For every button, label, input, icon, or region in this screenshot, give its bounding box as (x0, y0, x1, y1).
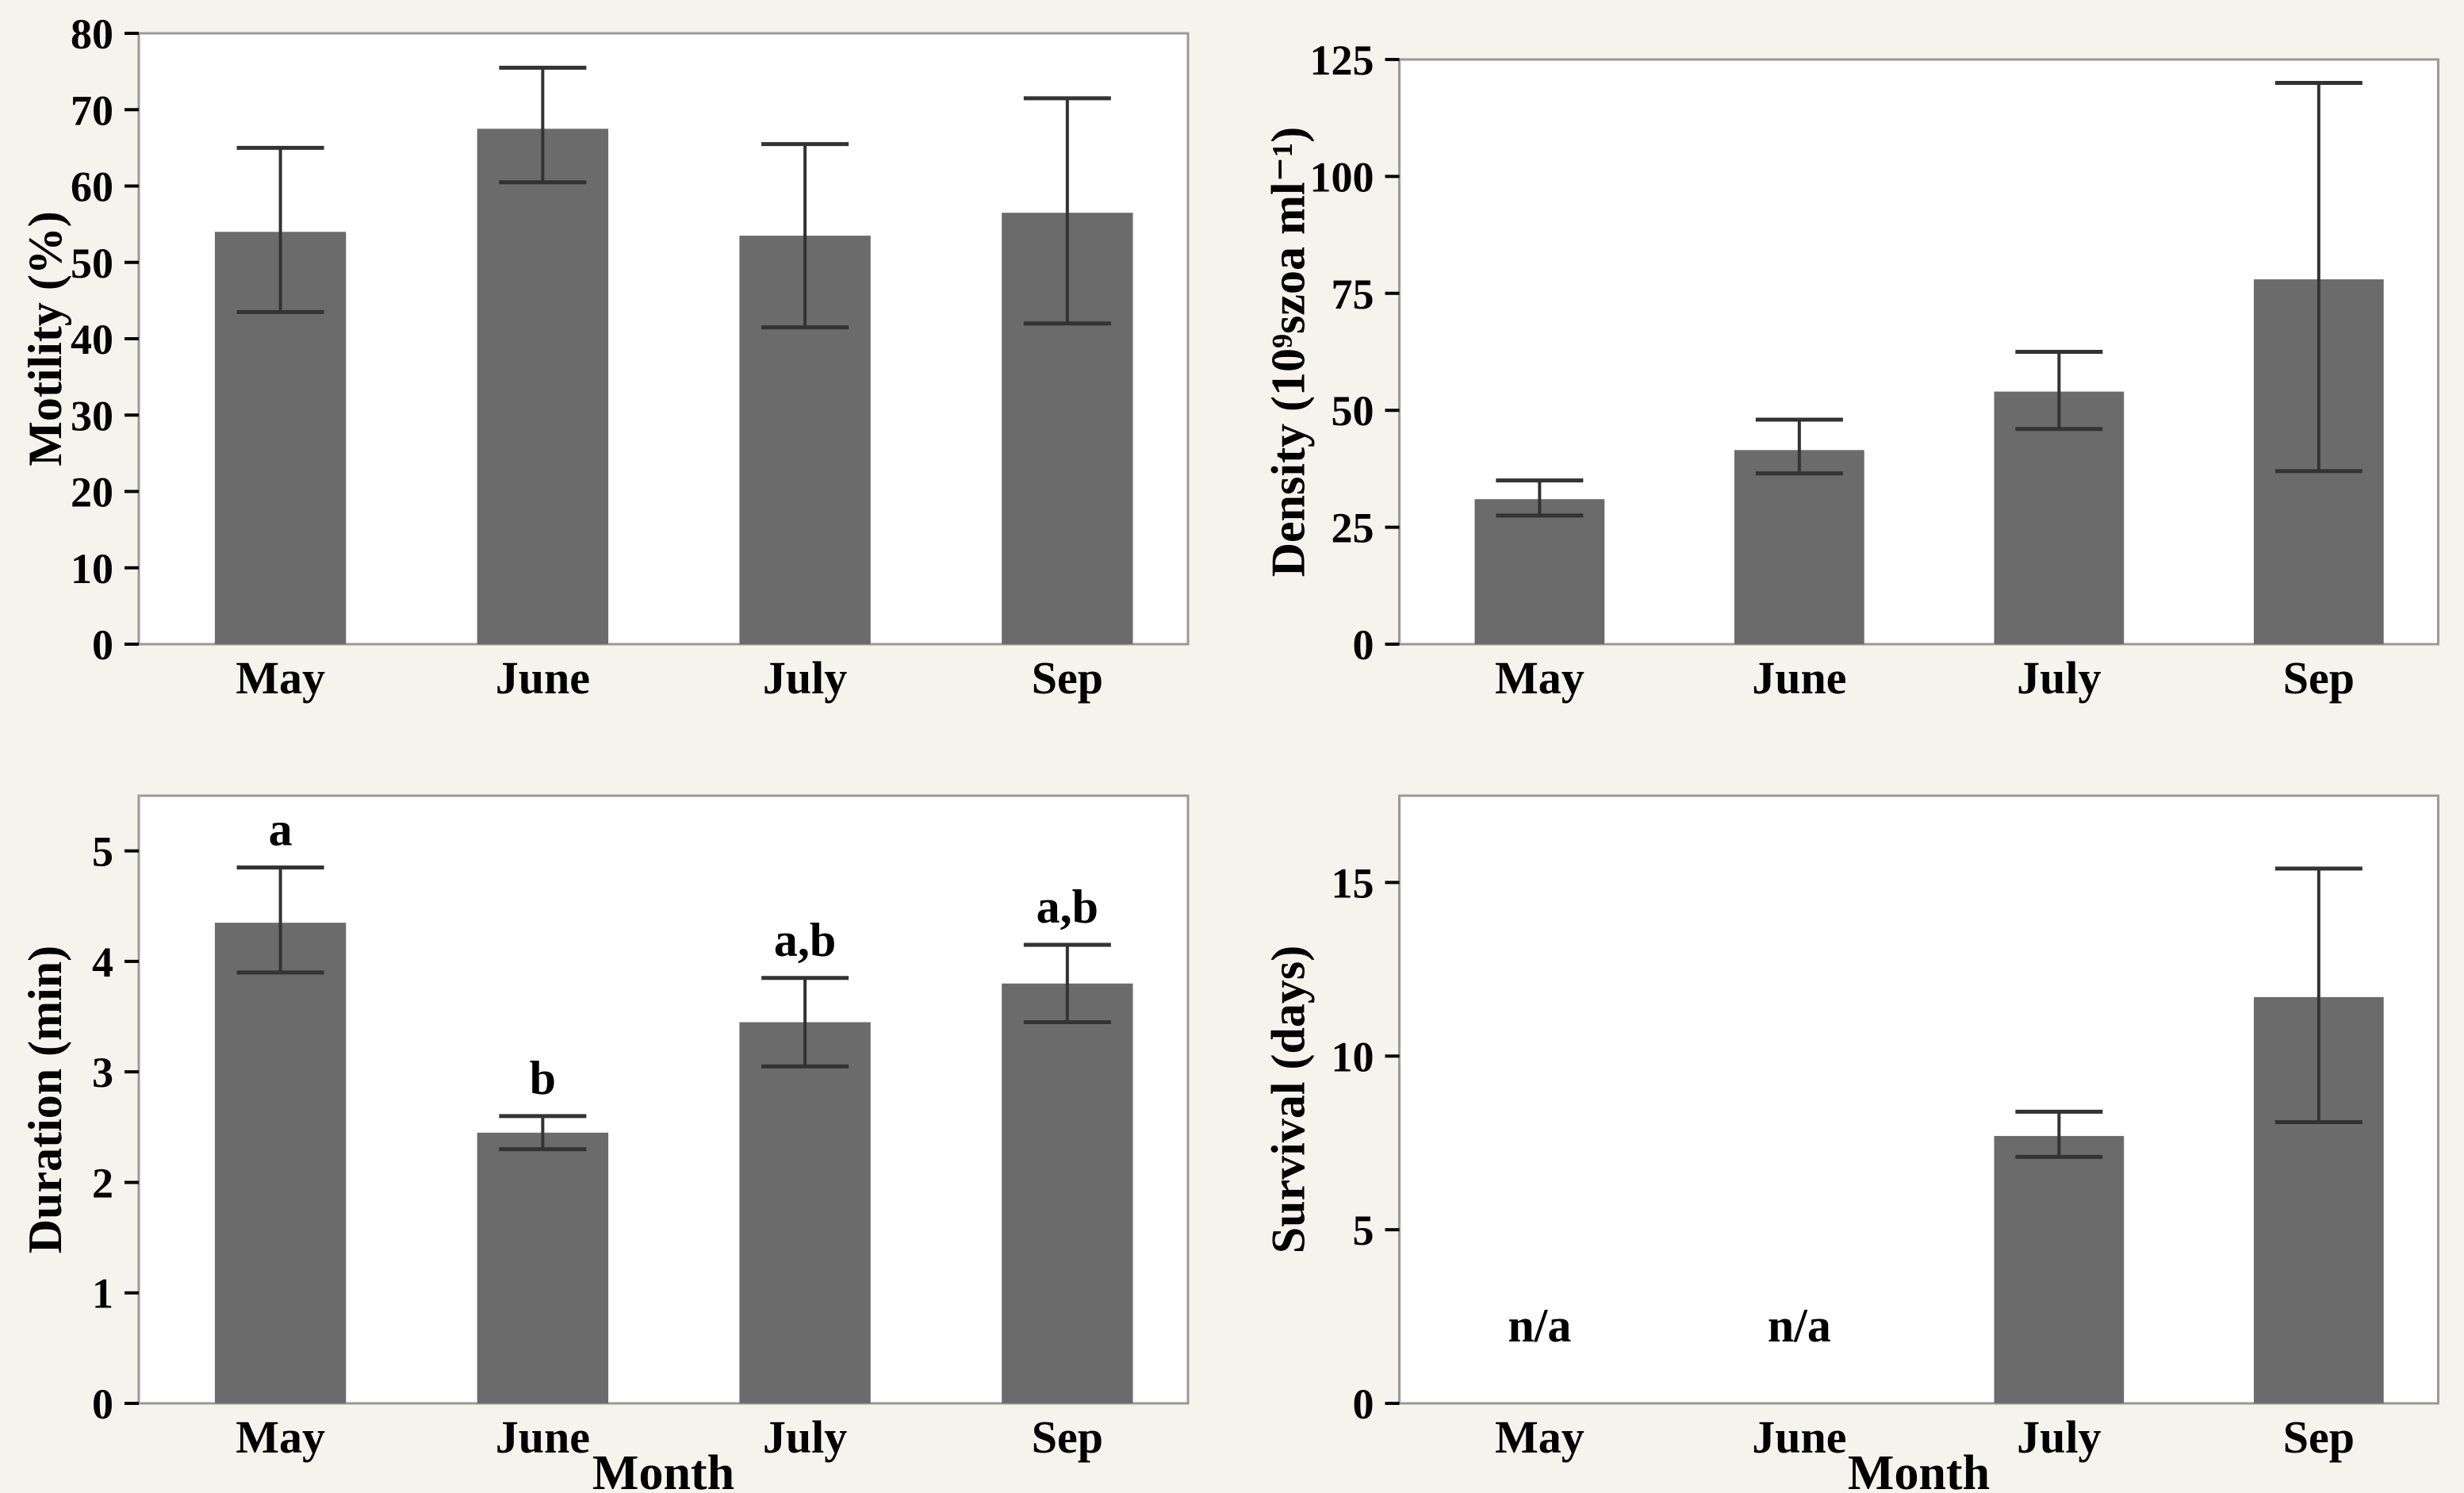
significance-label: b (530, 1052, 556, 1104)
y-tick-label: 50 (1332, 387, 1374, 435)
y-tick-label: 2 (92, 1159, 113, 1207)
y-tick-label: 5 (1353, 1207, 1374, 1254)
x-tick-label: July (763, 652, 847, 704)
y-tick-label: 5 (92, 828, 113, 876)
x-tick-label: May (236, 652, 325, 704)
bar-may (214, 923, 347, 1403)
significance-label: a,b (1037, 881, 1098, 933)
x-tick-label: June (1752, 1411, 1846, 1463)
survival-chart: 0 5 10 15 Survival (days) n/a May n/a June July Se… (1263, 794, 2439, 1493)
panel-survival: 0 5 10 15 Survival (days) n/a May n/a June July Se… (1232, 746, 2464, 1493)
panel-duration: 0 1 2 3 4 5 Duration (min) a May b June a,b July a,b S… (0, 746, 1232, 1493)
density-chart: 0 25 50 75 100 125 Density (10⁹szoa ml⁻¹) May Ju… (1263, 36, 2439, 704)
y-tick-label: 25 (1332, 505, 1374, 552)
bar-may (1474, 499, 1605, 644)
x-tick-label: Sep (2283, 1411, 2355, 1463)
x-tick-label: June (1752, 652, 1846, 704)
x-tick-label: May (1495, 1411, 1585, 1463)
x-tick-label: July (2017, 652, 2101, 704)
bar-june (477, 1132, 609, 1403)
y-tick-label: 70 (71, 86, 113, 134)
y-tick-label: 30 (71, 392, 113, 439)
bar-july (739, 1022, 871, 1403)
y-tick-label: 125 (1310, 36, 1374, 84)
y-tick-label: 75 (1332, 271, 1374, 318)
y-tick-label: 40 (71, 316, 113, 363)
y-tick-label: 15 (1332, 859, 1374, 907)
y-tick-label: 4 (92, 938, 113, 986)
duration-chart: 0 1 2 3 4 5 Duration (min) a May b June a,b July a,b S… (19, 794, 1190, 1493)
x-tick-label: June (496, 652, 590, 704)
x-tick-label: June (496, 1411, 590, 1463)
x-axis-title: Month (592, 1446, 734, 1493)
y-tick-label: 20 (71, 469, 113, 516)
y-tick-label: 100 (1310, 153, 1374, 201)
y-tick-label: 50 (71, 240, 113, 287)
x-tick-label: Sep (1032, 652, 1103, 704)
bar-june (1734, 450, 1864, 644)
y-tick-label: 60 (71, 163, 113, 211)
motility-chart: 0 10 20 30 40 50 60 70 80 Motility (%) May June July… (19, 10, 1190, 704)
bar-june (477, 129, 609, 644)
y-axis-title: Survival (days) (1263, 946, 1315, 1253)
significance-label: a,b (774, 914, 836, 966)
panel-density: 0 25 50 75 100 125 Density (10⁹szoa ml⁻¹) May Ju… (1232, 0, 2464, 746)
y-tick-label: 0 (92, 621, 113, 669)
x-tick-label: May (1495, 652, 1585, 704)
y-tick-label: 0 (92, 1380, 113, 1428)
y-tick-label: 0 (1353, 1380, 1374, 1428)
bar-july (1994, 1135, 2125, 1403)
x-tick-label: July (2017, 1411, 2101, 1463)
y-tick-label: 0 (1353, 621, 1374, 669)
significance-label: a (269, 804, 293, 856)
y-tick-label: 10 (1332, 1033, 1374, 1080)
y-tick-label: 3 (92, 1049, 113, 1096)
bar-july (1994, 391, 2125, 644)
y-axis-title: Motility (%) (19, 211, 71, 466)
x-axis-title: Month (1848, 1446, 1990, 1493)
y-axis-title: Duration (min) (19, 946, 71, 1253)
x-tick-label: Sep (2283, 652, 2355, 704)
y-tick-label: 80 (71, 10, 113, 58)
x-tick-label: May (236, 1411, 325, 1463)
y-tick-label: 10 (71, 545, 113, 593)
bar-sep (1002, 983, 1133, 1403)
na-label: n/a (1508, 1299, 1571, 1352)
na-label: n/a (1768, 1299, 1831, 1352)
x-tick-label: July (763, 1411, 847, 1463)
panel-motility: 0 10 20 30 40 50 60 70 80 Motility (%) May June July… (0, 0, 1232, 746)
y-axis-title: Density (10⁹szoa ml⁻¹) (1263, 127, 1315, 578)
y-tick-label: 1 (92, 1270, 113, 1318)
x-tick-label: Sep (1032, 1411, 1103, 1463)
